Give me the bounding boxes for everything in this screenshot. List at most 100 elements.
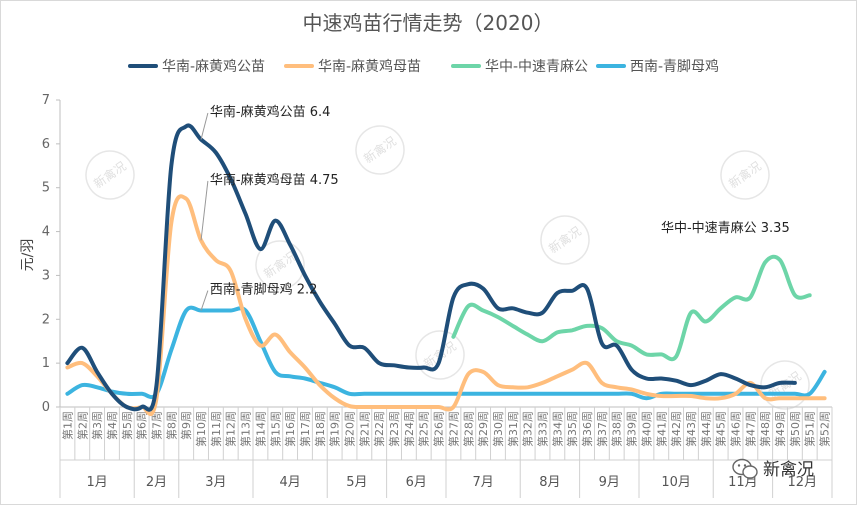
month-label: 6月 — [406, 475, 427, 490]
watermark-ring — [540, 215, 590, 265]
x-tick-label: 第37周 — [595, 411, 609, 447]
legend-item-label: 华南-麻黄鸡母苗 — [318, 58, 421, 75]
legend: 华南-麻黄鸡公苗 华南-麻黄鸡母苗 华中-中速青麻公 西南-青脚母鸡 — [128, 58, 719, 75]
brand-logo: 新禽况 — [732, 458, 814, 480]
x-tick-label: 第23周 — [387, 411, 401, 447]
x-tick-label: 第50周 — [788, 411, 802, 447]
annotation-label: 西南-青脚母鸡 2.2 — [210, 282, 318, 298]
y-tick-label: 3 — [42, 268, 50, 283]
x-tick-label: 第27周 — [446, 411, 460, 447]
axes: 01234567第1周 第2周 第3周 第4周 第5周 第6周 第7周 第8周 第9周 第10周第… — [42, 93, 833, 498]
series-line — [65, 194, 827, 417]
x-tick-label: 第3周 — [90, 411, 104, 440]
legend-item-label: 华中-中速青麻公 — [485, 59, 588, 75]
x-tick-label: 第45周 — [714, 411, 728, 447]
series-line — [65, 123, 797, 412]
watermark-ring — [355, 125, 405, 175]
month-label: 12月 — [788, 475, 818, 490]
x-tick-label: 第35周 — [565, 411, 579, 447]
series-1 — [65, 123, 797, 412]
series-line — [451, 254, 812, 362]
x-tick-label: 第4周 — [105, 411, 119, 440]
y-tick-label: 5 — [42, 181, 50, 196]
annotation-leader — [200, 290, 209, 311]
x-tick-label: 第11周 — [209, 411, 223, 447]
legend-item-label: 华南-麻黄鸡公苗 — [162, 58, 265, 75]
month-label: 5月 — [346, 475, 367, 490]
series-3 — [451, 254, 812, 362]
annotations: 华南-麻黄鸡公苗 6.4 华南-麻黄鸡母苗 4.75 西南-青脚母鸡 2.2 华中-中… — [200, 104, 790, 311]
x-tick-label: 第8周 — [164, 411, 178, 440]
x-tick-label: 第18周 — [313, 411, 327, 447]
x-tick-label: 第44周 — [699, 411, 713, 447]
month-label: 10月 — [661, 475, 691, 490]
series-line — [65, 305, 827, 401]
month-label: 9月 — [599, 475, 620, 490]
brand-name: 新禽况 — [763, 460, 814, 480]
x-tick-label: 第22周 — [372, 411, 386, 447]
y-tick-label: 0 — [42, 400, 50, 415]
x-tick-label: 第5周 — [120, 411, 134, 440]
x-tick-label: 第7周 — [150, 411, 164, 440]
x-tick-label: 第24周 — [402, 411, 416, 447]
chart-title: 中速鸡苗行情走势（2020） — [303, 11, 554, 35]
y-tick-label: 1 — [42, 356, 50, 371]
x-tick-label: 第14周 — [253, 411, 267, 447]
annotation-leader — [200, 180, 209, 241]
x-tick-label: 第47周 — [743, 411, 757, 447]
watermark-ring — [85, 150, 135, 200]
x-tick-label: 第21周 — [357, 411, 371, 447]
annotation-label: 华南-麻黄鸡母苗 4.75 — [210, 172, 339, 188]
x-tick-label: 第2周 — [75, 411, 89, 440]
x-tick-label: 第20周 — [343, 411, 357, 447]
x-tick-label: 第49周 — [773, 411, 787, 447]
x-tick-label: 第33周 — [536, 411, 550, 447]
annotation-label: 华中-中速青麻公 3.35 — [661, 221, 790, 236]
x-tick-label: 第28周 — [461, 411, 475, 447]
annotation-label: 华南-麻黄鸡公苗 6.4 — [210, 104, 331, 120]
x-tick-label: 第51周 — [803, 411, 817, 447]
month-label: 11月 — [728, 475, 758, 490]
month-label: 8月 — [539, 475, 560, 490]
x-tick-label: 第26周 — [432, 411, 446, 447]
legend-item-label: 西南-青脚母鸡 — [630, 58, 719, 75]
x-tick-label: 第16周 — [283, 411, 297, 447]
x-tick-label: 第39周 — [625, 411, 639, 447]
x-tick-label: 第46周 — [729, 411, 743, 447]
x-tick-label: 第6周 — [135, 411, 149, 440]
series-2 — [65, 194, 827, 417]
x-tick-label: 第19周 — [328, 411, 342, 447]
month-label: 3月 — [205, 475, 226, 490]
x-tick-label: 第30周 — [491, 411, 505, 447]
y-tick-label: 2 — [42, 312, 50, 327]
x-tick-label: 第13周 — [239, 411, 253, 447]
annotation-leader — [200, 112, 209, 140]
x-tick-label: 第38周 — [610, 411, 624, 447]
x-tick-label: 第9周 — [179, 411, 193, 440]
x-tick-label: 第17周 — [298, 411, 312, 447]
month-label: 2月 — [146, 475, 167, 490]
month-label: 7月 — [472, 475, 493, 490]
x-tick-label: 第32周 — [521, 411, 535, 447]
x-tick-label: 第29周 — [476, 411, 490, 447]
x-tick-label: 第1周 — [60, 411, 74, 440]
month-label: 4月 — [279, 475, 300, 490]
wechat-icon — [732, 458, 758, 479]
y-tick-label: 4 — [42, 225, 50, 240]
x-tick-label: 第15周 — [268, 411, 282, 447]
x-tick-label: 第31周 — [506, 411, 520, 447]
x-tick-label: 第43周 — [684, 411, 698, 447]
series-4 — [65, 305, 827, 401]
y-axis-label: 元/羽 — [20, 239, 36, 272]
x-tick-label: 第40周 — [639, 411, 653, 447]
x-tick-label: 第48周 — [758, 411, 772, 447]
x-tick-label: 第41周 — [654, 411, 668, 447]
x-tick-label: 第34周 — [550, 411, 564, 447]
x-tick-label: 第25周 — [417, 411, 431, 447]
x-tick-label: 第52周 — [818, 411, 832, 447]
month-label: 1月 — [86, 475, 107, 490]
x-tick-label: 第10周 — [194, 411, 208, 447]
